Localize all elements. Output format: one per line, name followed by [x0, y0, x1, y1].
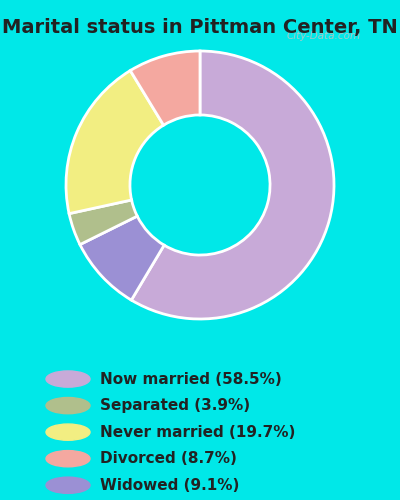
Circle shape — [46, 450, 90, 467]
Circle shape — [46, 477, 90, 494]
Wedge shape — [131, 51, 334, 319]
Circle shape — [46, 371, 90, 387]
Text: Divorced (8.7%): Divorced (8.7%) — [100, 451, 237, 466]
Wedge shape — [66, 70, 164, 214]
Text: Now married (58.5%): Now married (58.5%) — [100, 372, 282, 386]
Text: Widowed (9.1%): Widowed (9.1%) — [100, 478, 239, 493]
Wedge shape — [69, 200, 137, 244]
Wedge shape — [80, 216, 164, 300]
Text: City-Data.com: City-Data.com — [287, 31, 361, 41]
Wedge shape — [130, 51, 200, 125]
Circle shape — [46, 424, 90, 440]
Text: Marital status in Pittman Center, TN: Marital status in Pittman Center, TN — [2, 18, 398, 36]
Circle shape — [46, 398, 90, 413]
Text: Never married (19.7%): Never married (19.7%) — [100, 424, 295, 440]
Text: Separated (3.9%): Separated (3.9%) — [100, 398, 250, 413]
